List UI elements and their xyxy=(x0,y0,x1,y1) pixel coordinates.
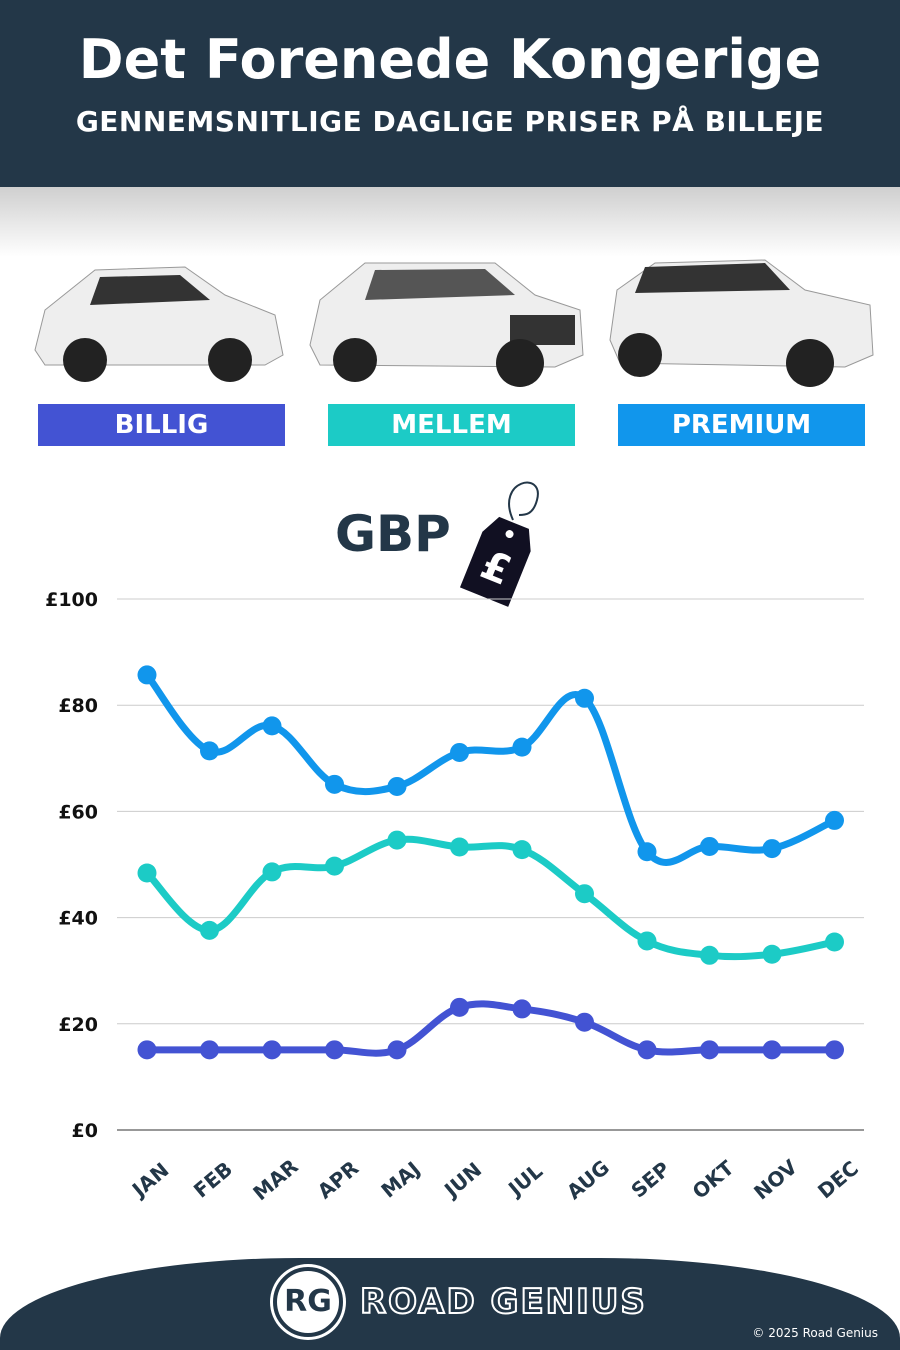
series-line-mellem xyxy=(143,835,838,961)
data-point-billig xyxy=(450,997,469,1017)
x-tick-label: DEC xyxy=(813,1156,863,1203)
y-tick-label: £20 xyxy=(58,1014,98,1036)
footer xyxy=(0,1258,900,1350)
road-genius-logo: RG xyxy=(273,1267,343,1337)
data-point-mellem xyxy=(637,931,657,951)
data-point-billig xyxy=(262,1040,282,1060)
y-tick-label: £60 xyxy=(58,801,98,823)
line-chart: £0 £20 £40 £60 £80 £100 JAN FEB MAR APR MAJ JUN JUL A… xyxy=(45,589,864,1205)
x-tick-label: OKT xyxy=(688,1155,739,1203)
x-tick-label: AUG xyxy=(562,1155,614,1204)
copyright: © 2025 Road Genius xyxy=(752,1326,878,1340)
data-point-premium xyxy=(325,774,344,794)
data-point-mellem xyxy=(700,945,719,965)
data-point-premium xyxy=(387,776,407,796)
data-point-mellem xyxy=(387,830,407,850)
data-point-premium xyxy=(137,665,157,685)
data-point-mellem xyxy=(762,944,782,964)
data-point-premium xyxy=(512,737,532,757)
data-point-mellem xyxy=(450,837,469,857)
x-tick-label: APR xyxy=(313,1156,363,1204)
data-point-premium xyxy=(762,839,782,859)
series-line-premium xyxy=(143,671,838,866)
series-line-billig xyxy=(143,1000,838,1057)
data-point-premium xyxy=(262,716,282,736)
price-tag-icon: £ xyxy=(459,481,539,607)
category-mellem-label: MELLEM xyxy=(328,404,575,446)
data-point-mellem xyxy=(137,863,157,883)
data-point-billig xyxy=(825,1040,844,1060)
data-point-mellem xyxy=(512,840,532,860)
data-point-billig xyxy=(137,1040,157,1060)
y-tick-label: £100 xyxy=(45,589,98,611)
x-tick-label: JUL xyxy=(502,1159,547,1202)
data-point-mellem xyxy=(825,932,844,952)
category-premium-label: PREMIUM xyxy=(618,404,865,446)
data-point-mellem xyxy=(262,862,282,882)
data-point-billig xyxy=(762,1040,782,1060)
x-tick-label: JUN xyxy=(438,1157,486,1203)
data-point-premium xyxy=(825,810,844,830)
midsize-suv-image xyxy=(309,262,584,387)
x-tick-label: JAN xyxy=(126,1158,173,1203)
data-point-premium xyxy=(200,741,219,761)
data-point-billig xyxy=(387,1040,407,1060)
x-tick-label: FEB xyxy=(189,1157,237,1203)
brand-name: ROAD GENIUS xyxy=(359,1281,647,1323)
data-point-billig xyxy=(575,1012,594,1032)
data-point-mellem xyxy=(325,856,344,876)
x-tick-label: SEP xyxy=(626,1157,674,1203)
y-tick-label: £40 xyxy=(58,908,98,930)
category-billig-label: BILLIG xyxy=(38,404,285,446)
data-point-premium xyxy=(700,836,719,856)
x-tick-label: MAJ xyxy=(376,1157,424,1203)
data-point-billig xyxy=(325,1040,344,1060)
page-title: Det Forenede Kongerige xyxy=(78,28,822,91)
data-point-premium xyxy=(637,842,657,862)
data-point-premium xyxy=(575,688,594,708)
economy-car-image xyxy=(34,266,284,382)
data-point-billig xyxy=(200,1040,219,1060)
data-point-billig xyxy=(637,1040,657,1060)
header: Det Forenede Kongerige GENNEMSNITLIGE DA… xyxy=(0,0,900,187)
x-tick-label: NOV xyxy=(749,1154,802,1204)
page-subtitle: GENNEMSNITLIGE DAGLIGE PRISER PÅ BILLEJE xyxy=(75,105,825,138)
header-shadow xyxy=(0,187,900,257)
y-tick-label: £0 xyxy=(72,1120,98,1142)
premium-suv-image xyxy=(609,259,874,387)
y-tick-label: £80 xyxy=(58,695,98,717)
data-point-billig xyxy=(512,999,532,1019)
data-point-mellem xyxy=(575,884,594,904)
data-point-billig xyxy=(700,1040,719,1060)
currency-label: GBP xyxy=(335,505,451,563)
data-point-premium xyxy=(450,742,469,762)
data-point-mellem xyxy=(200,920,219,940)
x-tick-label: MAR xyxy=(248,1154,302,1205)
